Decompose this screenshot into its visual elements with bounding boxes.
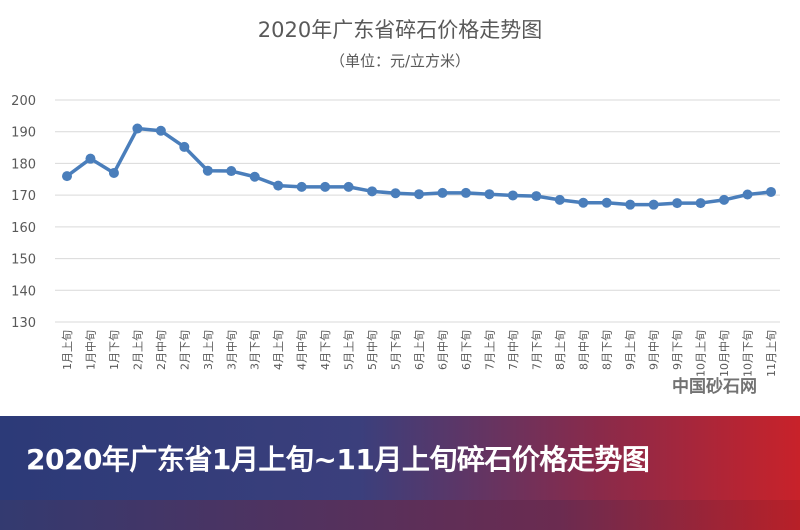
chart-subtitle: （单位：元/立方米） [329, 52, 471, 70]
y-tick-label: 190 [11, 126, 36, 141]
data-point [343, 181, 354, 192]
y-tick-label: 160 [11, 221, 36, 236]
x-tick-label: 5月中旬 [366, 330, 379, 370]
data-point [155, 125, 166, 136]
x-tick-label: 7月下旬 [530, 330, 543, 370]
x-tick-label: 10月中旬 [718, 330, 731, 377]
y-tick-label: 130 [11, 316, 36, 331]
data-point [554, 194, 565, 205]
x-tick-label: 1月上旬 [61, 330, 74, 370]
data-point [273, 180, 284, 191]
data-point [437, 187, 448, 198]
data-point [249, 171, 260, 182]
x-tick-label: 6月上旬 [413, 330, 426, 370]
y-tick-label: 180 [11, 157, 36, 172]
data-point [390, 188, 401, 199]
x-tick-label: 1月中旬 [84, 330, 97, 370]
data-point [108, 167, 119, 178]
x-tick-label: 4月中旬 [296, 330, 309, 370]
y-tick-label: 170 [11, 189, 36, 204]
data-point [507, 190, 518, 201]
watermark: 中国砂石网 [672, 377, 757, 397]
x-tick-label: 8月中旬 [577, 330, 590, 370]
banner-text: 2020年广东省1月上旬~11月上旬碎石价格走势图 [26, 443, 650, 476]
x-tick-label: 5月下旬 [390, 330, 403, 370]
data-point [226, 166, 237, 177]
data-point [367, 186, 378, 197]
data-point [578, 197, 589, 208]
data-point [296, 181, 307, 192]
x-tick-label: 10月上旬 [695, 330, 708, 377]
data-point [132, 123, 143, 134]
y-tick-label: 200 [11, 94, 36, 109]
data-point [648, 199, 659, 210]
data-point [742, 189, 753, 200]
x-tick-label: 8月上旬 [554, 330, 567, 370]
x-tick-label: 7月中旬 [507, 330, 520, 370]
data-point [202, 165, 213, 176]
data-point [531, 191, 542, 202]
data-point [414, 189, 424, 200]
x-tick-label: 5月上旬 [343, 330, 356, 370]
x-tick-label: 9月下旬 [671, 330, 684, 370]
data-point [62, 171, 72, 182]
x-tick-label: 7月上旬 [483, 330, 496, 370]
x-tick-label: 4月上旬 [272, 330, 285, 370]
x-tick-label: 2月中旬 [155, 330, 168, 370]
line-chart: 130 140 150 160 170 180 190 200 1月上旬 1月中旬 1月下旬 2月上旬… [11, 94, 780, 377]
data-point [179, 141, 190, 152]
data-point [672, 198, 683, 209]
data-point [719, 194, 730, 205]
data-point [460, 187, 471, 198]
data-point [625, 199, 636, 210]
x-tick-label: 2月上旬 [131, 330, 144, 370]
x-tick-label: 3月下旬 [249, 330, 262, 370]
footer-strip [0, 500, 800, 530]
data-point [601, 197, 612, 208]
x-tick-label: 2月下旬 [178, 330, 191, 370]
x-tick-label: 11月上旬 [765, 330, 778, 377]
caption-banner: 2020年广东省1月上旬~11月上旬碎石价格走势图 [0, 416, 800, 500]
data-point [484, 189, 495, 200]
data-point [85, 153, 96, 164]
x-tick-label: 1月下旬 [108, 330, 121, 370]
x-tick-label: 6月下旬 [460, 330, 473, 370]
chart-title: 2020年广东省碎石价格走势图 [257, 18, 543, 42]
y-tick-label: 150 [11, 253, 36, 268]
y-tick-label: 140 [11, 284, 36, 299]
x-tick-label: 3月上旬 [202, 330, 215, 370]
x-tick-label: 9月中旬 [648, 330, 661, 370]
x-tick-label: 8月下旬 [601, 330, 614, 370]
x-tick-label: 4月下旬 [319, 330, 332, 370]
x-tick-label: 6月中旬 [436, 330, 449, 370]
x-tick-label: 3月中旬 [225, 330, 238, 370]
x-tick-label: 10月下旬 [742, 330, 755, 377]
data-point [766, 186, 776, 197]
x-tick-label: 9月上旬 [624, 330, 637, 370]
data-point [320, 181, 331, 192]
data-point [695, 198, 706, 209]
